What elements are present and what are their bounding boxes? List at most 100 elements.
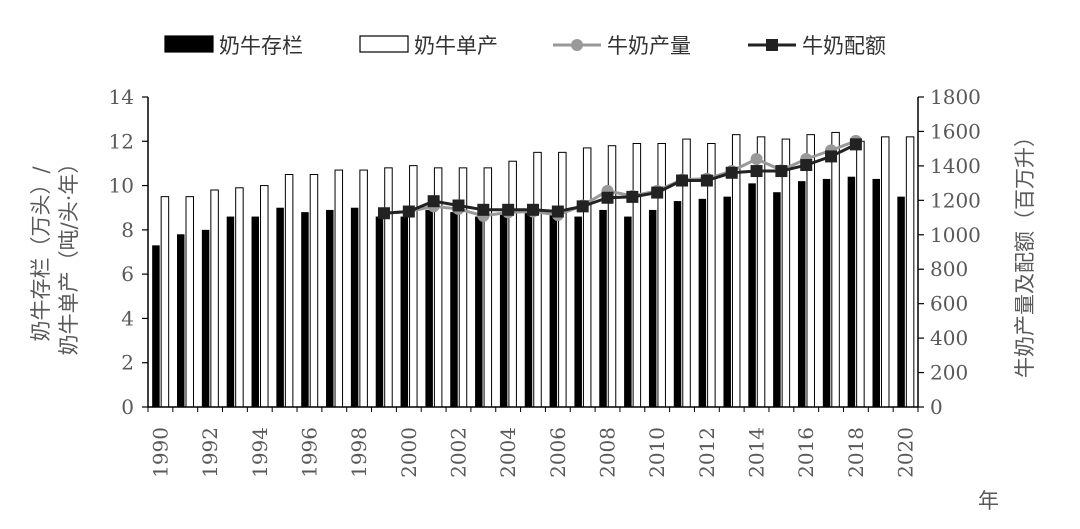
left-tick-label: 8 — [121, 218, 134, 242]
point-quota-2003 — [477, 203, 490, 216]
x-tick-label: 1998 — [347, 427, 371, 478]
left-tick-label: 10 — [109, 174, 134, 198]
x-tick-label: 2006 — [546, 427, 570, 478]
bar-herd-2015 — [773, 192, 781, 407]
point-quota-2013 — [725, 166, 738, 179]
bar-herd-1995 — [276, 207, 284, 407]
point-quota-1999 — [377, 207, 390, 220]
bar-yield-2008 — [607, 145, 617, 408]
bar-yield-1999 — [384, 167, 393, 408]
bar-yield-1997 — [334, 169, 344, 408]
left-axis-title-line: 奶牛单产（吨/头·年） — [57, 153, 81, 356]
point-production-2014 — [750, 153, 763, 165]
x-tick-label: 2014 — [745, 427, 769, 478]
bar-herd-2001 — [425, 209, 433, 407]
right-axis-title: 牛奶产量及配额（百万升） — [1013, 126, 1037, 378]
bar-herd-2013 — [723, 196, 731, 407]
x-tick-label: 2002 — [446, 427, 470, 478]
x-tick-label: 2010 — [645, 427, 669, 478]
bar-yield-2000 — [409, 165, 418, 408]
bar-herd-2020 — [897, 196, 905, 407]
legend-marker — [571, 39, 583, 51]
left-tick-label: 0 — [121, 395, 134, 419]
bar-herd-2000 — [400, 216, 409, 407]
bar-herd-1992 — [201, 229, 210, 407]
bar-yield-1991 — [185, 196, 195, 408]
bar-yield-1995 — [284, 174, 294, 408]
bar-yield-2005 — [533, 151, 542, 408]
bar-herd-2006 — [549, 214, 558, 407]
point-quota-2017 — [825, 150, 838, 163]
x-tick-label: 2000 — [397, 427, 421, 478]
bar-herd-2016 — [797, 181, 806, 407]
bar-herd-2014 — [748, 183, 756, 407]
bar-herd-2005 — [524, 212, 533, 407]
x-tick-label: 1996 — [297, 427, 321, 478]
right-tick-label: 1200 — [930, 188, 981, 212]
left-axis-title: 奶牛存栏（万头）/奶牛单产（吨/头·年） — [29, 153, 81, 356]
x-tick-label: 2016 — [794, 427, 818, 478]
bar-yield-1990 — [160, 196, 170, 408]
point-quota-2012 — [700, 174, 713, 187]
bar-herd-2003 — [475, 216, 483, 407]
point-quota-2014 — [750, 165, 763, 178]
bar-herd-1997 — [326, 209, 334, 407]
left-tick-label: 4 — [121, 306, 134, 330]
bar-yield-2003 — [483, 167, 493, 408]
bar-herd-2007 — [574, 216, 582, 407]
bar-yield-1994 — [260, 185, 269, 408]
x-tick-label: 2018 — [844, 427, 868, 478]
point-quota-2015 — [775, 165, 788, 178]
legend-item-1: 奶牛存栏 — [164, 34, 303, 58]
bar-herd-2004 — [499, 212, 508, 407]
left-tick-label: 14 — [109, 85, 134, 109]
x-tick-label: 1992 — [198, 427, 222, 478]
bar-yield-2004 — [508, 160, 517, 408]
bar-yield-2014 — [756, 136, 766, 408]
bar-herd-2011 — [673, 201, 682, 407]
lines — [377, 134, 862, 222]
legend-swatch — [359, 35, 409, 53]
point-quota-2011 — [676, 174, 689, 187]
bar-yield-2017 — [831, 131, 840, 408]
bar-herd-2019 — [872, 178, 880, 407]
bar-herd-1999 — [375, 216, 384, 407]
bar-herd-2017 — [822, 178, 831, 407]
right-tick-label: 200 — [930, 361, 968, 385]
legend-label: 奶牛单产 — [414, 34, 498, 58]
point-quota-2006 — [551, 205, 564, 218]
bar-yield-2016 — [806, 134, 815, 408]
left-tick-label: 2 — [121, 351, 134, 375]
point-quota-2009 — [626, 190, 639, 203]
legend-item-2: 奶牛单产 — [359, 34, 498, 58]
right-tick-label: 1400 — [930, 154, 981, 178]
legend-label: 牛奶配额 — [802, 34, 886, 58]
point-quota-2001 — [427, 195, 440, 208]
bar-herd-1993 — [226, 216, 235, 407]
bar-herd-2012 — [698, 198, 707, 407]
left-tick-label: 6 — [121, 262, 134, 286]
bar-herd-1996 — [301, 212, 309, 407]
legend-label: 牛奶产量 — [607, 34, 691, 58]
legend-marker — [766, 39, 778, 51]
bar-herd-2018 — [847, 176, 856, 407]
bar-yield-1998 — [359, 169, 368, 408]
left-axis-title-line: 奶牛存栏（万头）/ — [29, 166, 53, 342]
bar-herd-2010 — [648, 209, 657, 407]
point-quota-2010 — [651, 186, 664, 199]
point-quota-2018 — [849, 138, 862, 151]
bar-yield-1992 — [210, 189, 219, 408]
bar-yield-1993 — [235, 187, 244, 408]
bar-herd-2008 — [599, 209, 607, 407]
x-tick-label: 2020 — [894, 427, 918, 478]
x-tick-label: 1990 — [148, 427, 172, 478]
x-tick-label: 2004 — [496, 427, 520, 478]
bar-herd-2002 — [450, 212, 458, 407]
bar-herd-1991 — [177, 234, 185, 407]
legend-item-3: 牛奶产量 — [553, 34, 691, 58]
bar-yield-2015 — [781, 138, 791, 408]
point-quota-2008 — [601, 191, 614, 204]
bar-herd-1998 — [350, 207, 359, 407]
bar-yield-2010 — [657, 143, 666, 408]
